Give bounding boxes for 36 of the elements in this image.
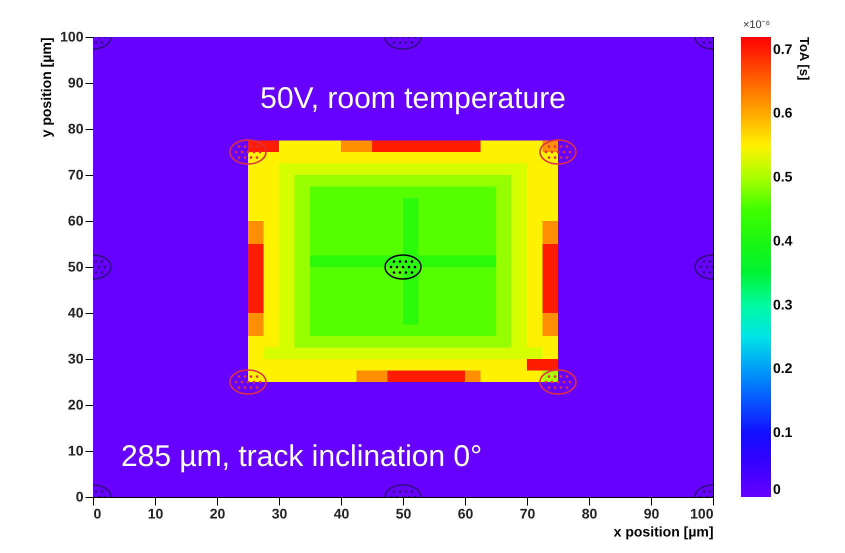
x-tick-label: 100 (690, 506, 714, 522)
y-tick-label: 100 (60, 28, 84, 44)
x-tick-label: 50 (396, 506, 412, 522)
color-bar-label: 0.3 (773, 296, 793, 312)
x-tick-label: 70 (520, 506, 536, 522)
x-tick-label: 90 (644, 506, 660, 522)
y-tick-label: 30 (68, 350, 84, 366)
y-tick-label: 10 (68, 442, 84, 458)
y-axis-title: y position [µm] (38, 38, 54, 138)
x-tick-label: 60 (458, 506, 474, 522)
x-tick-label: 80 (582, 506, 598, 522)
y-tick-label: 90 (68, 74, 84, 90)
y-tick-label: 0 (76, 488, 84, 504)
color-bar-label: 0.4 (773, 232, 793, 248)
color-bar-title: ToA [s] (797, 37, 812, 80)
y-tick-label: 70 (68, 166, 84, 182)
annotation: 50V, room temperature (260, 82, 566, 115)
x-tick-label: 0 (94, 506, 102, 522)
color-bar-label: 0.5 (773, 168, 793, 185)
color-bar-label: 0.6 (773, 104, 793, 121)
x-tick-label: 30 (272, 506, 288, 522)
x-tick-label: 20 (210, 506, 226, 522)
y-tick-label: 60 (68, 212, 84, 228)
y-tick-label: 40 (68, 304, 84, 320)
x-tick-label: 10 (148, 506, 164, 522)
color-bar-label: 0.7 (773, 40, 793, 57)
y-tick-label: 50 (68, 258, 84, 274)
text: ×10⁻⁶ (743, 19, 770, 31)
annotation: 285 µm, track inclination 0° (121, 440, 482, 473)
x-axis-title: x position [µm] (614, 524, 714, 540)
color-bar-label: 0.1 (773, 424, 793, 440)
y-tick-label: 80 (68, 120, 84, 136)
color-bar-label: 0.2 (773, 360, 793, 376)
x-tick-label: 40 (334, 506, 350, 522)
color-bar-label: 0 (773, 481, 781, 497)
y-tick-label: 20 (68, 396, 84, 412)
